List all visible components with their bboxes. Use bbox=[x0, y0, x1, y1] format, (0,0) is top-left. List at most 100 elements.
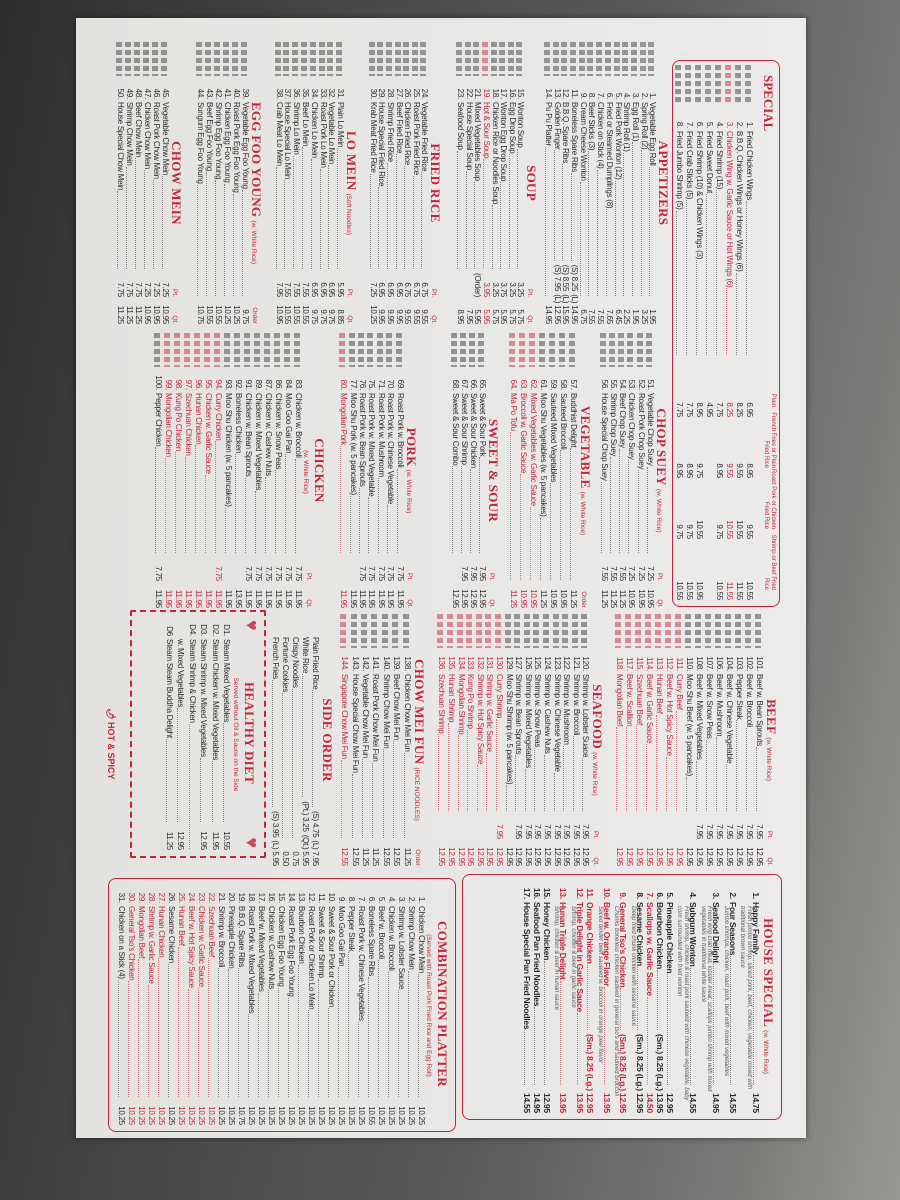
item-price: 12.95 bbox=[715, 847, 724, 866]
menu-item: 13. Hunan Triple Delight 13.95 bbox=[558, 879, 569, 1113]
item-name: Boneless Chicken bbox=[234, 393, 243, 454]
item-price: 12.95 bbox=[176, 831, 186, 850]
item-number: 7. bbox=[685, 121, 694, 128]
menu-item: 56. House Special Chop Suey 7.55 11.25 bbox=[599, 333, 609, 608]
dotted-leader bbox=[340, 446, 342, 553]
item-price: 10.25 bbox=[227, 1106, 236, 1125]
item-name: Chicken Wing w. Garlic Sauce or Hot Wing… bbox=[725, 131, 734, 288]
menu-item: 9. General Tso's Chicken (Sm.) 8.25 (Lg.) … bbox=[618, 879, 629, 1113]
dotted-leader bbox=[197, 184, 198, 296]
item-number: 15. bbox=[541, 887, 552, 899]
chinese-name-glyphs bbox=[116, 42, 122, 76]
item-name: General Tso's Chicken bbox=[127, 906, 136, 981]
item-name: Szechuan Shrimp bbox=[437, 674, 447, 734]
item-price: 10.55 bbox=[735, 520, 744, 539]
chinese-name-glyphs bbox=[715, 65, 721, 105]
dotted-leader bbox=[338, 967, 339, 1097]
menu-item: 3. Shrimp w. Lobster Sauce 10.25 bbox=[397, 883, 407, 1125]
item-number: 21. bbox=[473, 88, 483, 99]
chinese-name-glyphs bbox=[174, 333, 180, 367]
dotted-leader bbox=[628, 460, 630, 553]
chinese-name-glyphs bbox=[533, 614, 540, 648]
dotted-leader bbox=[649, 166, 651, 296]
section-header: CHOP SUEY (w. White Rice) Pt. Qt. bbox=[654, 333, 670, 608]
menu-item: 28. Shrimp w. Garlic Sauce 10.25 bbox=[147, 883, 157, 1125]
price-column-header: Order bbox=[251, 307, 258, 324]
item-price: 9.55 bbox=[403, 309, 413, 324]
item-number: 2. bbox=[735, 121, 744, 128]
item-price: 11.95 bbox=[294, 589, 303, 608]
dotted-leader bbox=[560, 980, 562, 1085]
item-name: Hunan Shrimp bbox=[447, 674, 457, 723]
item-price: 6.75 bbox=[403, 282, 413, 297]
dotted-leader bbox=[637, 470, 639, 553]
item-price: 11.25 bbox=[371, 847, 381, 866]
item-name: Orange Chicken bbox=[585, 902, 596, 964]
item-name: Fortune Cookies bbox=[281, 637, 290, 692]
price-column-headers: Pt. Qt. bbox=[592, 812, 599, 866]
dotted-leader bbox=[696, 260, 697, 355]
item-name: Egg Roll (1) bbox=[630, 102, 640, 142]
price-column-headers: Pt. Qt. bbox=[346, 270, 353, 324]
item-number: 23. bbox=[197, 892, 206, 903]
chinese-name-glyphs bbox=[161, 42, 167, 76]
section-title: HOUSE SPECIAL bbox=[761, 918, 776, 1028]
dotted-leader bbox=[212, 761, 213, 822]
item-name: Four Seasons bbox=[727, 902, 738, 956]
chinese-name-glyphs bbox=[358, 333, 365, 367]
dotted-leader bbox=[438, 734, 440, 811]
dotted-leader bbox=[168, 963, 169, 1097]
item-price: 11.25 bbox=[509, 589, 518, 608]
menu-item: 20. Pineapple Chicken 10.25 bbox=[227, 883, 237, 1125]
item-number: 140. bbox=[381, 656, 391, 671]
menu-item: 87. Chicken w. Cashew Nuts 7.75 11.95 bbox=[264, 333, 274, 608]
item-name: Shrimp Chow Mei Fun bbox=[381, 674, 391, 749]
item-price: 10.75 bbox=[237, 1106, 246, 1125]
item-price: 3.25 bbox=[639, 309, 649, 324]
item-price: 12.95 bbox=[755, 847, 764, 866]
section-chow-mein: CHOW MEIN Pt. Qt. 45. Vegetable Chow Mein 7.2… bbox=[116, 42, 185, 324]
item-price: 5.95 bbox=[499, 309, 509, 324]
item-number: 131. bbox=[485, 656, 495, 671]
item-number: 52. bbox=[636, 379, 646, 390]
chinese-name-glyphs bbox=[274, 42, 281, 76]
price-header-shrimp-beef: Shrimp or Beef Fried Rice bbox=[763, 534, 777, 590]
item-name: Szechuan Beef bbox=[207, 906, 216, 958]
item-price: (S) 8.55 bbox=[561, 264, 571, 292]
section-subtitle: (w. White Rice) bbox=[655, 488, 662, 533]
item-price: 11.25 bbox=[134, 305, 143, 324]
section-title: LO MEIN bbox=[344, 130, 359, 191]
item-name: Crispy Noodles bbox=[291, 637, 300, 688]
menu-item: 40. Roast Pork Egg Foo Young 10.25 bbox=[232, 42, 241, 324]
item-price: 9.95 bbox=[394, 309, 404, 324]
section-subtitle: (w. White Rice) bbox=[250, 220, 257, 265]
item-price: (L) 14.95 bbox=[570, 294, 580, 324]
item-number: 11. bbox=[317, 893, 326, 903]
item-price: 7.95 bbox=[533, 824, 543, 839]
item-number: 36. bbox=[292, 88, 302, 99]
item-price: 9.75 bbox=[241, 309, 250, 324]
dotted-leader bbox=[614, 180, 616, 296]
item-price: 11.95 bbox=[376, 589, 386, 608]
item-number: 11. bbox=[585, 888, 596, 899]
dotted-leader bbox=[208, 958, 209, 1097]
chinese-name-glyphs bbox=[495, 614, 502, 648]
section-seafood: SEAFOOD(w. White Rice) Pt.Qt. 120. Shrimp w… bbox=[437, 614, 607, 866]
chinese-name-glyphs bbox=[403, 42, 410, 76]
item-number: 28. bbox=[386, 88, 396, 99]
menu-item: 130. Curry Shrimp 7.95 12.95 bbox=[495, 614, 505, 866]
item-number: 136. bbox=[437, 656, 447, 671]
menu-item: 68. Sweet & Sour Combo 12.95 bbox=[451, 333, 460, 608]
menu-item: 23. Seafood Soup 8.95 bbox=[456, 42, 465, 324]
item-number: 4. bbox=[622, 92, 632, 99]
item-name: Triple Delight in Garlic Sauce bbox=[575, 902, 586, 1013]
item-name: Wonton Egg Drop Soup bbox=[499, 102, 509, 182]
item-name: Chicken w. Garlic Sauce bbox=[197, 906, 206, 987]
menu-item: 29. House Special Fried Rice 6.95 9.95 bbox=[377, 42, 386, 324]
item-price: 11.25 bbox=[402, 847, 412, 866]
item-name: Moo Shu Vegetables (w. 5 pancakes) bbox=[539, 393, 548, 517]
item-number: 8. bbox=[587, 92, 597, 99]
item-number: 20. bbox=[227, 892, 236, 903]
chinese-name-glyphs bbox=[437, 614, 444, 648]
item-price: 9.55 bbox=[411, 309, 421, 324]
